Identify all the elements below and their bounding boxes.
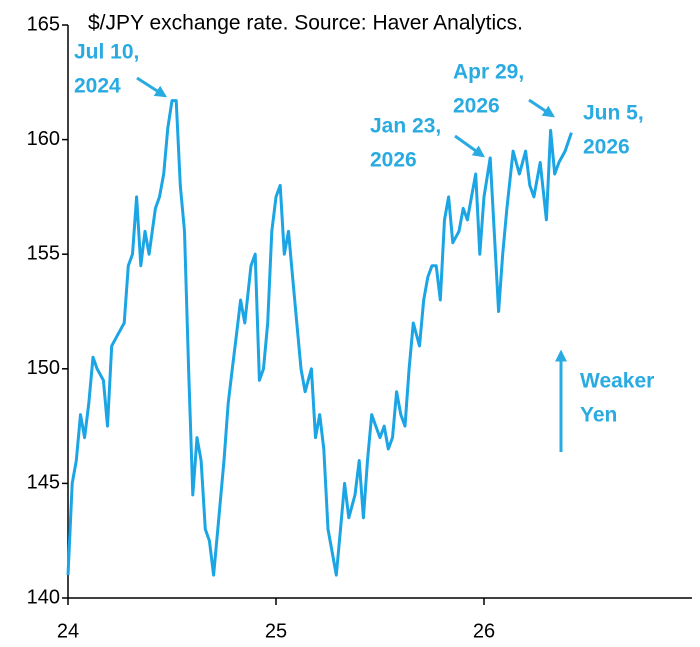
annotation: 2024 — [74, 75, 121, 98]
y-tick-label: 145 — [27, 472, 60, 494]
annotation: 2026 — [453, 95, 500, 118]
arrow — [528, 98, 555, 118]
y-tick-label: 160 — [27, 128, 60, 150]
y-tick-label: 140 — [27, 586, 60, 608]
line-series — [66, 99, 573, 577]
annotation: 2026 — [583, 136, 630, 159]
annotation: Jul 10, — [74, 41, 139, 64]
chart-title: $/JPY exchange rate. Source: Haver Analy… — [88, 12, 523, 35]
y-tick-label: 150 — [27, 357, 60, 379]
annotation: Yen — [580, 404, 617, 427]
annotation: Jan 23, — [370, 115, 441, 138]
x-tick-label: 26 — [473, 620, 495, 642]
y-tick-label: 165 — [27, 13, 60, 35]
annotation: 2026 — [370, 149, 417, 172]
arrow — [454, 134, 485, 158]
annotation: Apr 29, — [453, 61, 524, 84]
annotation: Weaker — [580, 370, 654, 393]
x-tick-label: 24 — [57, 620, 79, 642]
x-tick-label: 25 — [265, 620, 287, 642]
annotation: Jun 5, — [583, 102, 644, 125]
arrows — [136, 76, 567, 452]
y-tick-label: 155 — [27, 242, 60, 264]
arrow — [136, 76, 168, 98]
